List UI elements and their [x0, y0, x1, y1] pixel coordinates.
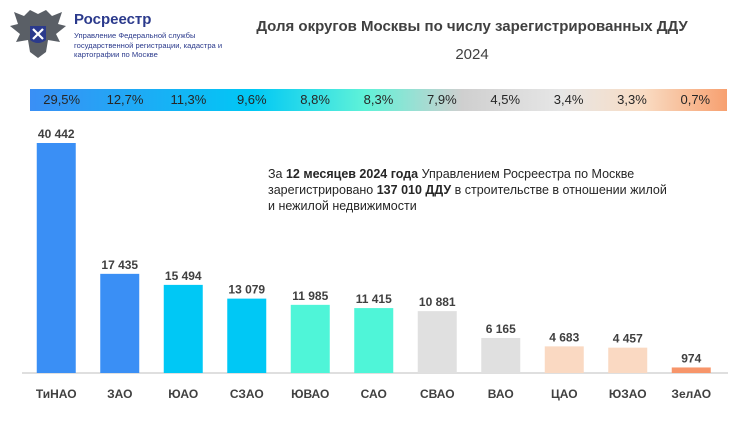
- bar: [671, 367, 711, 373]
- share-label: 8,8%: [300, 92, 330, 107]
- bar-value-label: 11 985: [292, 289, 328, 303]
- category-label: ВАО: [488, 387, 514, 401]
- category-label: ЮВАО: [291, 387, 329, 401]
- category-label: СЗАО: [230, 387, 264, 401]
- eagle-emblem-icon: [10, 10, 66, 58]
- share-label: 0,7%: [680, 92, 711, 107]
- bar: [100, 273, 140, 373]
- share-percent-band: 29,5% 12,7% 11,3% 9,6% 8,8% 8,3% 7,9% 4,5% 3,4% 3…: [30, 89, 727, 111]
- bar: [417, 311, 457, 373]
- bar-value-label: 6 165: [486, 322, 516, 336]
- bar: [163, 284, 203, 373]
- category-label: ЗелАО: [671, 387, 711, 401]
- annotation-middle: Управлением Росреестра по Москве зарегис…: [268, 167, 635, 197]
- bar-value-label: 17 435: [101, 258, 138, 272]
- chart-subtitle: 2024: [455, 46, 489, 63]
- category-label: ЗАО: [107, 387, 132, 401]
- org-name: Росреестр: [74, 11, 152, 28]
- bar: [36, 143, 76, 373]
- bar: [290, 304, 330, 373]
- share-label: 7,9%: [427, 92, 457, 107]
- category-label: СВАО: [420, 387, 455, 401]
- annotation-count: 137 010 ДДУ: [376, 183, 452, 197]
- bar: [544, 346, 584, 373]
- bar: [227, 298, 267, 373]
- bar-value-label: 10 881: [419, 295, 456, 309]
- share-label: 12,7%: [106, 92, 144, 107]
- bar-value-label: 4 683: [549, 330, 579, 344]
- annotation-suffix: в строительстве в отношении жилой и нежи…: [268, 183, 667, 213]
- bar-value-label: 40 442: [38, 127, 75, 141]
- share-label: 11,3%: [170, 92, 207, 107]
- chart-title: Доля округов Москвы по числу зарегистрир…: [256, 18, 688, 35]
- bar: [354, 308, 394, 373]
- category-label: ЮАО: [168, 387, 198, 401]
- category-label: ЮЗАО: [609, 387, 647, 401]
- bar-value-label: 11 415: [356, 292, 392, 306]
- share-label: 4,5%: [490, 92, 521, 107]
- bar: [608, 347, 648, 373]
- category-label: САО: [361, 387, 387, 401]
- share-label: 8,3%: [363, 92, 394, 107]
- annotation-prefix: За: [268, 167, 286, 181]
- bar-value-label: 15 494: [165, 269, 202, 283]
- share-label: 3,3%: [617, 92, 647, 107]
- bar-value-label: 13 079: [228, 283, 265, 297]
- bar: [481, 337, 521, 373]
- share-label: 29,5%: [43, 92, 81, 107]
- category-label: ТиНАО: [36, 387, 77, 401]
- org-description: Управление Федеральной службы государств…: [74, 31, 223, 60]
- share-label: 9,6%: [236, 92, 267, 107]
- share-label: 3,4%: [553, 92, 584, 107]
- bar-value-label: 974: [681, 351, 701, 365]
- bar-value-label: 4 457: [613, 332, 643, 346]
- annotation-period: 12 месяцев 2024 года: [285, 167, 419, 181]
- summary-annotation: За 12 месяцев 2024 года Управлением Роср…: [268, 166, 668, 214]
- category-label: ЦАО: [551, 387, 578, 401]
